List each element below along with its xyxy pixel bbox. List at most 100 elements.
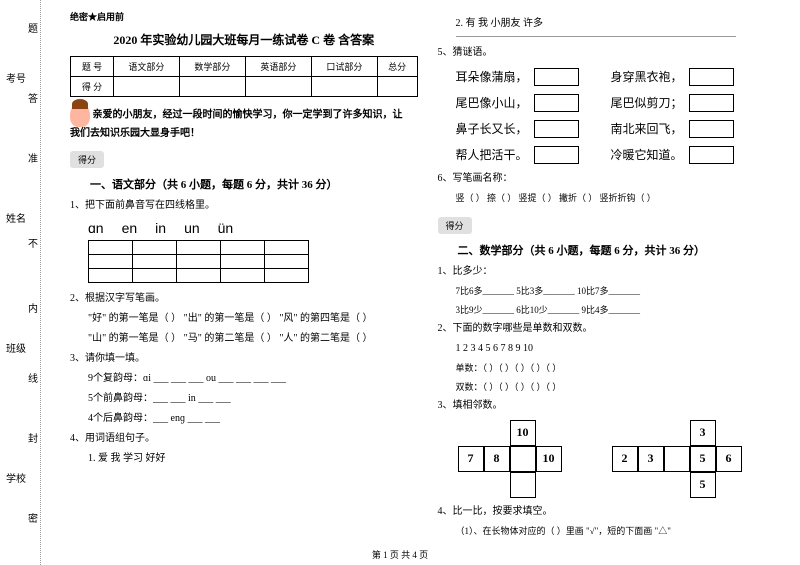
riddle-box (689, 94, 734, 112)
math-q2a: 单数：（ ）（ ）（ ）（ ）（ ） (456, 361, 786, 375)
question-3a: 9个复韵母：ɑi ___ ___ ___ ou ___ ___ ___ ___ (88, 371, 418, 387)
cross-cell (664, 446, 690, 472)
score-cell (179, 77, 245, 97)
score-cell: 数学部分 (179, 57, 245, 77)
margin-label: 答 (28, 90, 38, 105)
intro-line: 亲爱的小朋友，经过一段时间的愉快学习，你一定学到了许多知识，让 (93, 109, 403, 120)
riddle-text: 尾巴像小山， (456, 91, 528, 115)
intro-text: 亲爱的小朋友，经过一段时间的愉快学习，你一定学到了许多知识，让 我们去知识乐园大… (70, 103, 418, 141)
four-line-grid (88, 240, 309, 283)
intro-line: 我们去知识乐园大显身手吧！ (70, 128, 200, 139)
riddle-text: 冷暖它知道。 (611, 143, 683, 167)
cross-cell (510, 446, 536, 472)
riddle-text: 帮人把活干。 (456, 143, 528, 167)
math-q1: 1、比多少： (438, 264, 786, 280)
margin-label: 姓名 (6, 210, 26, 225)
margin-label: 准 (28, 150, 38, 165)
margin-label: 内 (28, 300, 38, 315)
right-column: 2. 有 我 小朋友 许多 5、猜谜语。 耳朵像蒲扇， 身穿黑衣袍， 尾巴像小山… (428, 10, 796, 555)
cross-cell: 5 (690, 446, 716, 472)
question-3: 3、请你填一填。 (70, 351, 418, 367)
pinyin: en (122, 220, 138, 236)
riddle-text: 南北来回飞， (611, 117, 683, 141)
cross-cell: 10 (510, 420, 536, 446)
cross-cell: 7 (458, 446, 484, 472)
question-2: 2、根据汉字写笔画。 (70, 291, 418, 307)
cross-cell: 5 (690, 472, 716, 498)
pinyin: un (184, 220, 200, 236)
cross-cell: 2 (612, 446, 638, 472)
math-q2b: 双数：（ ）（ ）（ ）（ ）（ ） (456, 380, 786, 394)
margin-label: 线 (28, 370, 38, 385)
pinyin-row: ɑn en in un ün (88, 220, 418, 236)
score-cell (245, 77, 311, 97)
math-q3: 3、填相邻数。 (438, 398, 786, 414)
score-cell (311, 77, 377, 97)
pinyin: in (155, 220, 166, 236)
math-q4-text: （1）、在长物体对应的（ ）里画 "√"，短的下面画 "△" (456, 524, 786, 538)
riddle-box (534, 120, 579, 138)
cross-1: 10 7810 (458, 420, 562, 498)
left-column: 绝密★启用前 2020 年实验幼儿园大班每月一练试卷 C 卷 含答案 题 号 语… (60, 10, 428, 555)
riddle-text: 尾巴似剪刀； (611, 91, 683, 115)
question-1: 1、把下面前鼻音写在四线格里。 (70, 198, 418, 214)
math-q2-nums: 1 2 3 4 5 6 7 8 9 10 (456, 341, 786, 357)
margin-label: 题 (28, 20, 38, 35)
score-cell: 英语部分 (245, 57, 311, 77)
score-cell (377, 77, 417, 97)
cartoon-icon (70, 103, 90, 127)
question-2b: "山" 的第一笔是（ ） "马" 的第二笔是（ ） "人" 的第二笔是（ ） (88, 331, 418, 347)
question-4b: 2. 有 我 小朋友 许多 (456, 16, 786, 32)
margin-label: 密 (28, 510, 38, 525)
section-1-title: 一、语文部分（共 6 小题，每题 6 分，共计 36 分） (90, 176, 418, 192)
question-6: 6、写笔画名称： (438, 171, 786, 187)
question-5: 5、猜谜语。 (438, 45, 786, 61)
answer-line (456, 36, 736, 37)
riddle-box (534, 146, 579, 164)
cross-2: 3 2356 5 (612, 420, 742, 498)
cross-cell: 3 (638, 446, 664, 472)
score-table: 题 号 语文部分 数学部分 英语部分 口试部分 总分 得 分 (70, 56, 418, 97)
riddle-text: 身穿黑衣袍， (611, 65, 683, 89)
question-6-text: 竖（ ） 捺（ ） 竖提（ ） 撇折（ ） 竖折折钩（ ） (456, 191, 786, 205)
math-q1b: 3比9少_______ 6比10少_______ 9比4多_______ (456, 303, 786, 317)
score-cell: 总分 (377, 57, 417, 77)
binding-margin: 题 考号 答 准 姓名 不 内 班级 线 封 学校 密 (0, 0, 55, 565)
score-tag: 得分 (438, 217, 472, 234)
pinyin: ɑn (88, 220, 104, 236)
confidential-mark: 绝密★启用前 (70, 10, 418, 23)
cross-diagrams: 10 7810 3 2356 5 (458, 420, 786, 498)
margin-label: 班级 (6, 340, 26, 355)
riddle-box (689, 120, 734, 138)
score-cell: 题 号 (71, 57, 114, 77)
score-cell: 口试部分 (311, 57, 377, 77)
section-2-title: 二、数学部分（共 6 小题，每题 6 分，共计 36 分） (458, 242, 786, 258)
margin-label: 不 (28, 235, 38, 250)
cross-cell: 10 (536, 446, 562, 472)
exam-title: 2020 年实验幼儿园大班每月一练试卷 C 卷 含答案 (70, 31, 418, 48)
score-cell (113, 77, 179, 97)
score-cell: 语文部分 (113, 57, 179, 77)
question-3b: 5个前鼻韵母：___ ___ in ___ ___ (88, 391, 418, 407)
cross-cell: 6 (716, 446, 742, 472)
question-2a: "好" 的第一笔是（ ） "出" 的第一笔是（ ） "风" 的第四笔是（ ） (88, 311, 418, 327)
cross-cell (510, 472, 536, 498)
page-footer: 第 1 页 共 4 页 (0, 548, 800, 561)
score-cell: 得 分 (71, 77, 114, 97)
riddle-box (534, 68, 579, 86)
question-4: 4、用词语组句子。 (70, 431, 418, 447)
cross-cell: 3 (690, 420, 716, 446)
riddle-box (689, 68, 734, 86)
margin-label: 封 (28, 430, 38, 445)
question-3c: 4个后鼻韵母：___ enɡ ___ ___ (88, 411, 418, 427)
math-q4: 4、比一比，按要求填空。 (438, 504, 786, 520)
riddle-text: 鼻子长又长， (456, 117, 528, 141)
score-tag: 得分 (70, 151, 104, 168)
riddle-box (689, 146, 734, 164)
math-q1a: 7比6多_______ 5比3多_______ 10比7多_______ (456, 284, 786, 298)
cross-cell: 8 (484, 446, 510, 472)
pinyin: ün (218, 220, 234, 236)
dotted-line (40, 0, 41, 565)
riddle-box (534, 94, 579, 112)
math-q2: 2、下面的数字哪些是单数和双数。 (438, 321, 786, 337)
